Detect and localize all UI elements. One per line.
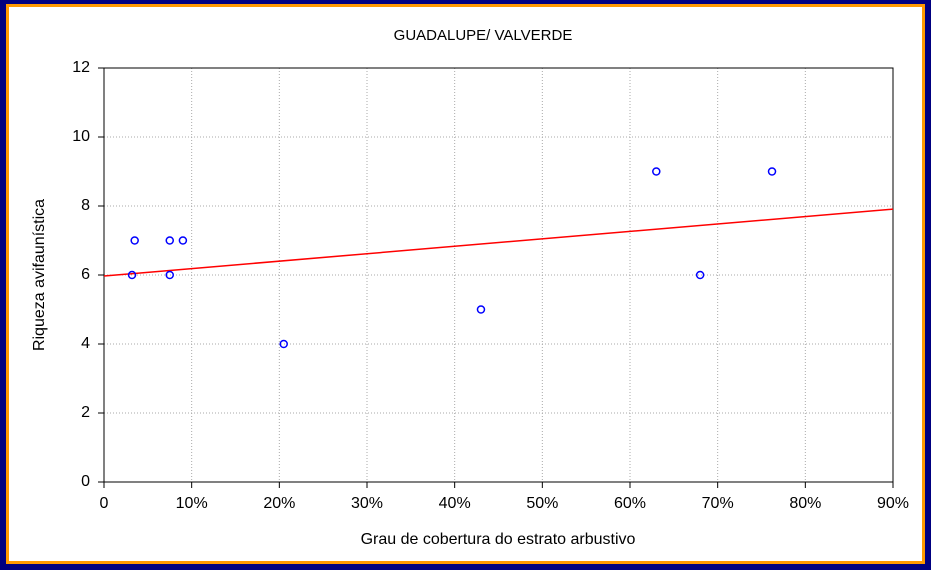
- y-tick-label: 6: [81, 266, 90, 283]
- point: [127, 270, 137, 280]
- point: [279, 339, 288, 349]
- x-tick-label: 20%: [263, 495, 295, 512]
- point: [165, 236, 174, 245]
- point: [767, 167, 777, 176]
- y-tick-label: 0: [81, 473, 90, 490]
- plot-border: [103, 67, 894, 483]
- x-axis-label: Grau de cobertura do estrato arbustivo: [361, 531, 636, 548]
- y-tick-label: 12: [72, 59, 90, 76]
- x-tick-label: 40%: [439, 495, 471, 512]
- x-tick-label: 50%: [526, 495, 558, 512]
- chart-title: GUADALUPE/ VALVERDE: [394, 27, 573, 44]
- y-tick-label: 8: [81, 197, 90, 214]
- y-tick-label: 4: [81, 335, 90, 352]
- point: [695, 270, 705, 280]
- x-tick-label: 60%: [614, 495, 646, 512]
- x-tick-label: 10%: [176, 495, 208, 512]
- x-tick-label: 30%: [351, 495, 383, 512]
- trend-line: [103, 208, 894, 277]
- chart-frame: [6, 4, 925, 564]
- x-tick-label: 80%: [789, 495, 821, 512]
- point: [130, 236, 139, 245]
- x-tick-label: 90%: [877, 495, 909, 512]
- y-tick-label: 10: [72, 128, 90, 145]
- y-axis-label: Riqueza avifaunística: [31, 199, 48, 351]
- x-tick-label: 70%: [702, 495, 734, 512]
- point: [165, 270, 174, 280]
- point: [652, 167, 661, 176]
- point: [178, 236, 188, 245]
- y-tick-label: 2: [81, 404, 90, 421]
- x-tick-label: 0: [100, 495, 109, 512]
- point: [476, 305, 486, 314]
